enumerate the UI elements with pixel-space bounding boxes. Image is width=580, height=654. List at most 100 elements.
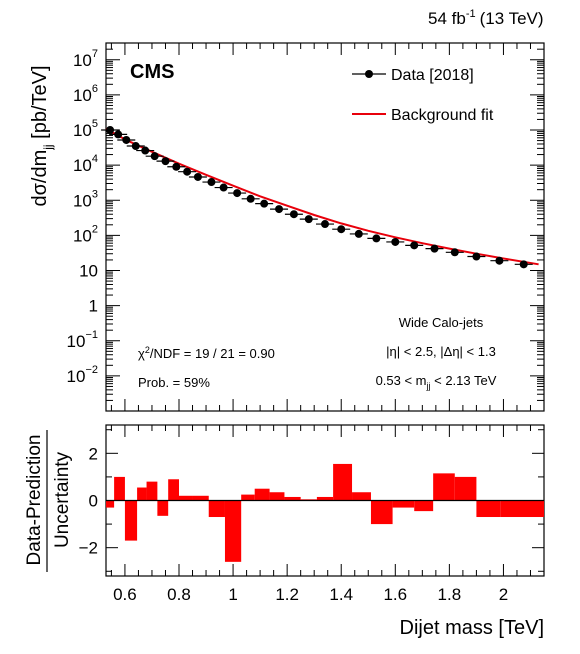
x-tick-label: 1.6 <box>383 585 407 604</box>
chi2-ndf-label: χ2/NDF = 19 / 21 = 0.90 <box>138 345 275 361</box>
ratio-x-axis: 0.6 0.8 1 1.2 1.4 1.6 1.8 2 <box>110 425 545 604</box>
ratio-y-title-bottom: Uncertainty <box>52 451 73 548</box>
ratio-y-tick-label: 2 <box>89 444 98 463</box>
legend-label-data: Data [2018] <box>391 67 474 84</box>
data-point <box>472 252 481 261</box>
y-tick-label: 10 <box>79 262 98 281</box>
x-tick-label: 1 <box>228 585 237 604</box>
x-tick-label: 1.2 <box>275 585 299 604</box>
ratio-bar <box>124 500 138 541</box>
ratio-bar <box>114 476 125 501</box>
ratio-bar <box>168 479 179 501</box>
data-point <box>354 229 363 238</box>
ratio-bar <box>352 492 371 501</box>
y-tick-label: 107 <box>73 48 98 70</box>
x-tick-label: 0.6 <box>113 585 137 604</box>
y-tick-label: 10−1 <box>67 329 98 351</box>
y-tick-label: 102 <box>73 223 98 245</box>
data-points <box>101 126 533 269</box>
ratio-bars <box>106 463 544 562</box>
x-tick-label: 0.8 <box>167 585 191 604</box>
data-point <box>233 189 242 198</box>
data-point <box>391 237 400 246</box>
data-point <box>430 244 439 253</box>
main-x-axis-ticks <box>110 43 545 411</box>
jet-type-label: Wide Calo-jets <box>399 315 484 330</box>
legend-entry-data: Data [2018] <box>352 67 474 84</box>
ratio-bar <box>192 495 209 501</box>
y-tick-label: 103 <box>73 188 98 210</box>
y-tick-label: 10−2 <box>67 364 98 386</box>
ratio-bar <box>179 495 193 501</box>
legend-label-fit: Background fit <box>391 107 494 124</box>
main-y-axis-title: dσ/dmjj [pb/TeV] <box>29 65 55 206</box>
eta-cut-label: |η| < 2.5, |Δη| < 1.3 <box>386 344 496 359</box>
data-point <box>193 172 202 181</box>
data-point <box>410 241 419 250</box>
ratio-y-axis: −2 0 2 <box>79 429 544 572</box>
data-point <box>304 215 313 224</box>
data-point <box>161 157 170 166</box>
ratio-panel: −2 0 2 0.6 0.8 1 1.2 1.4 1.6 1.8 2 Data-Predictio… <box>24 424 545 639</box>
data-point <box>207 178 216 187</box>
data-point <box>172 162 181 171</box>
ratio-bar <box>433 473 455 501</box>
data-point <box>275 205 284 214</box>
ratio-y-tick-label: −2 <box>79 539 98 558</box>
data-point <box>183 167 192 176</box>
data-point <box>150 152 159 161</box>
data-point <box>141 146 150 155</box>
ratio-bar <box>370 500 393 525</box>
ratio-bar <box>137 487 147 501</box>
data-point <box>321 220 329 229</box>
ratio-y-tick-label: 0 <box>89 492 98 511</box>
ratio-bar <box>284 496 301 501</box>
background-fit-curve <box>105 127 539 266</box>
ratio-bar <box>316 496 334 501</box>
ratio-bar <box>500 500 544 518</box>
y-tick-label: 1 <box>89 297 98 316</box>
x-tick-label: 1.4 <box>329 585 353 604</box>
ratio-bar <box>241 494 255 501</box>
data-point <box>246 194 255 203</box>
y-tick-label: 106 <box>73 83 98 105</box>
x-axis-title: Dijet mass [TeV] <box>400 617 544 639</box>
x-tick-label: 2 <box>499 585 508 604</box>
data-point <box>289 210 298 219</box>
x-tick-label: 1.8 <box>438 585 462 604</box>
legend-entry-fit: Background fit <box>352 107 494 124</box>
legend: Data [2018] Background fit <box>352 67 494 124</box>
data-point <box>219 183 228 192</box>
ratio-bar <box>106 500 115 508</box>
ratio-bar <box>224 500 242 562</box>
data-point <box>131 142 140 151</box>
ratio-bar <box>392 500 415 508</box>
y-tick-label: 105 <box>73 118 98 140</box>
luminosity-label: 54 fb-1 (13 TeV) <box>428 8 544 28</box>
ratio-y-title-top: Data-Prediction <box>24 435 45 566</box>
ratio-bar <box>476 500 501 518</box>
ratio-bar <box>414 500 434 512</box>
data-point <box>495 256 504 265</box>
data-point <box>122 135 131 144</box>
ratio-bar <box>333 463 353 501</box>
ratio-bar <box>454 476 477 501</box>
data-point <box>372 234 381 243</box>
main-plot-frame <box>105 42 545 412</box>
data-point <box>519 260 528 269</box>
ratio-bar <box>146 481 158 501</box>
data-point <box>114 130 123 139</box>
ratio-bar <box>254 488 270 501</box>
ratio-bar <box>269 492 285 501</box>
data-point <box>260 199 269 208</box>
mass-range-label: 0.53 < mjj < 2.13 TeV <box>376 373 497 391</box>
y-tick-label: 104 <box>73 153 98 175</box>
data-point <box>106 126 115 135</box>
data-point <box>450 248 459 257</box>
ratio-bar <box>157 500 169 516</box>
cms-label: CMS <box>130 61 174 83</box>
ratio-bar <box>208 500 225 518</box>
